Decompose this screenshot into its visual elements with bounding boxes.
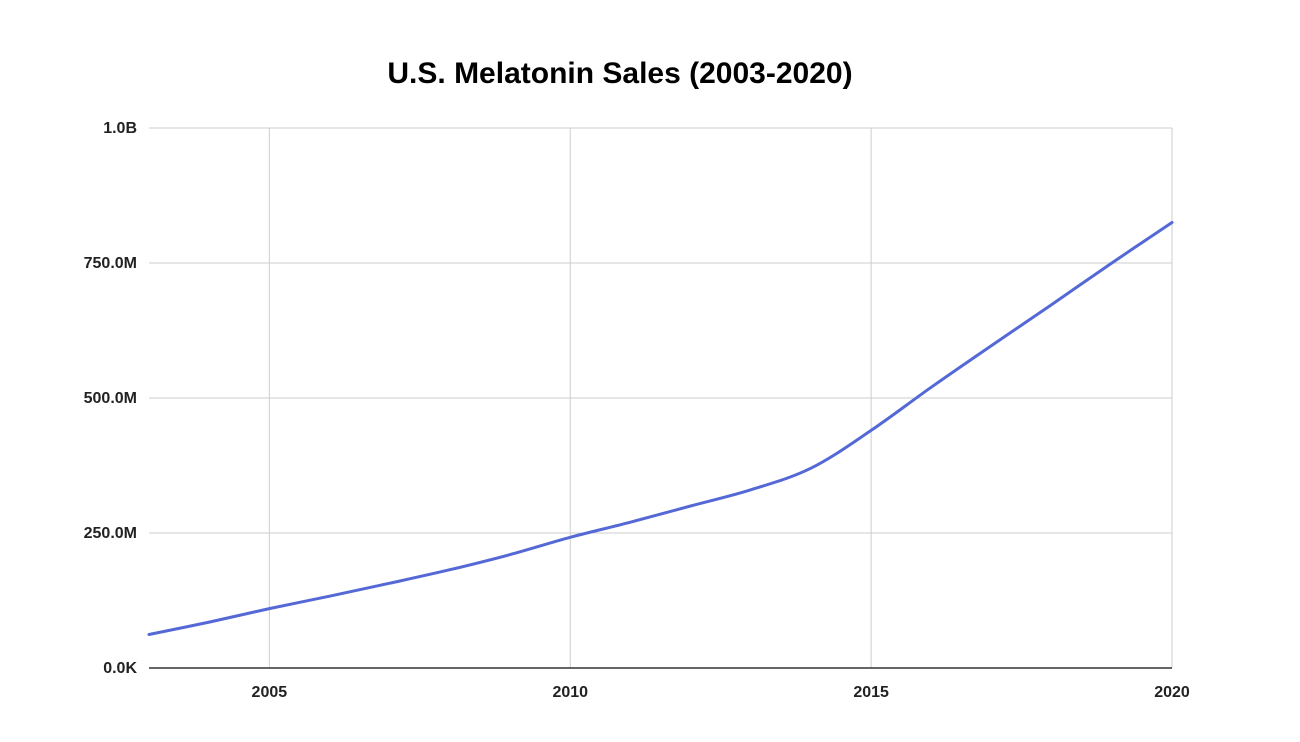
x-tick-label: 2005 [252, 684, 288, 701]
x-tick-label: 2020 [1154, 684, 1190, 701]
series-line [147, 221, 1174, 637]
grid-lines [149, 127, 1173, 668]
y-axis-tick-labels: 0.0K 250.0M 500.0M 750.0M 1.0B [84, 120, 138, 677]
y-tick-label: 0.0K [103, 660, 137, 677]
y-tick-label: 1.0B [103, 120, 137, 137]
series-group [147, 221, 1174, 637]
y-tick-label: 250.0M [84, 525, 137, 542]
y-tick-label: 500.0M [84, 390, 137, 407]
x-tick-label: 2015 [853, 684, 889, 701]
chart-title: U.S. Melatonin Sales (2003-2020) [387, 57, 852, 90]
x-tick-label: 2010 [552, 684, 588, 701]
y-tick-label: 750.0M [84, 255, 137, 272]
x-axis-tick-labels: 2005 2010 2015 2020 [252, 684, 1190, 701]
